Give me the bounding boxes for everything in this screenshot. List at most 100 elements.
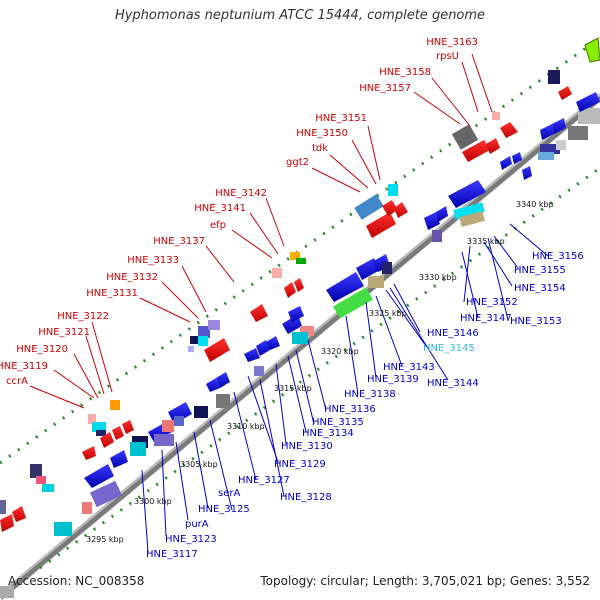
gene-arrow[interactable]: [584, 37, 600, 63]
gene-arrow[interactable]: [512, 152, 522, 164]
gene-arrow[interactable]: [110, 450, 128, 468]
gene-arrow[interactable]: [366, 212, 396, 238]
gene-label[interactable]: HNE_3152: [466, 297, 518, 308]
gene-box[interactable]: [208, 320, 220, 330]
gene-label[interactable]: serA: [218, 488, 240, 499]
gene-box[interactable]: [110, 400, 120, 410]
gene-box[interactable]: [254, 366, 264, 376]
gene-box[interactable]: [333, 287, 373, 319]
gene-label[interactable]: HNE_3150: [296, 128, 348, 139]
gene-label[interactable]: HNE_3130: [281, 441, 333, 452]
gene-arrow[interactable]: [0, 514, 14, 532]
gene-label[interactable]: ccrA: [6, 376, 28, 387]
gene-box[interactable]: [89, 480, 123, 508]
gene-label[interactable]: HNE_3144: [427, 378, 479, 389]
gene-box[interactable]: [174, 416, 184, 426]
gene-arrow[interactable]: [284, 282, 296, 298]
gene-arrow[interactable]: [84, 464, 114, 488]
gene-arrow[interactable]: [266, 336, 280, 350]
gene-label[interactable]: HNE_3120: [16, 344, 68, 355]
gene-label[interactable]: HNE_3136: [324, 404, 376, 415]
gene-arrow[interactable]: [394, 202, 408, 218]
gene-box[interactable]: [0, 586, 14, 598]
gene-label[interactable]: HNE_3139: [367, 374, 419, 385]
gene-arrow[interactable]: [82, 446, 96, 460]
gene-label[interactable]: HNE_3125: [198, 504, 250, 515]
gene-arrow[interactable]: [216, 372, 230, 388]
gene-label[interactable]: HNE_3128: [280, 492, 332, 503]
gene-arrow[interactable]: [326, 272, 364, 302]
gene-box[interactable]: [54, 522, 72, 536]
gene-arrow[interactable]: [500, 122, 518, 138]
gene-box[interactable]: [216, 394, 230, 408]
gene-label[interactable]: HNE_3119: [0, 361, 48, 372]
gene-arrow[interactable]: [288, 306, 304, 322]
gene-label[interactable]: HNE_3132: [106, 272, 158, 283]
gene-label[interactable]: rpsU: [436, 51, 459, 62]
gene-label[interactable]: HNE_3153: [510, 316, 562, 327]
gene-label[interactable]: HNE_3134: [302, 428, 354, 439]
gene-label[interactable]: HNE_3127: [238, 475, 290, 486]
gene-box[interactable]: [88, 414, 96, 424]
gene-box[interactable]: [556, 140, 566, 150]
gene-label[interactable]: HNE_3147: [460, 313, 512, 324]
gene-box[interactable]: [154, 434, 174, 446]
gene-label[interactable]: HNE_3154: [514, 283, 566, 294]
gene-label[interactable]: HNE_3158: [379, 67, 431, 78]
gene-box[interactable]: [451, 124, 479, 150]
gene-arrow[interactable]: [204, 338, 230, 362]
gene-label[interactable]: ggt2: [286, 157, 309, 168]
gene-label[interactable]: HNE_3131: [86, 288, 138, 299]
gene-arrow[interactable]: [486, 138, 500, 154]
gene-box[interactable]: [82, 502, 92, 514]
gene-arrow[interactable]: [552, 118, 566, 134]
gene-box[interactable]: [292, 332, 308, 344]
gene-box[interactable]: [188, 346, 194, 352]
gene-box[interactable]: [540, 144, 560, 154]
gene-label[interactable]: efp: [210, 220, 226, 231]
gene-arrow[interactable]: [576, 92, 600, 112]
gene-arrow[interactable]: [12, 506, 26, 522]
gene-label[interactable]: HNE_3117: [146, 549, 198, 560]
gene-label[interactable]: HNE_3133: [127, 255, 179, 266]
gene-box[interactable]: [272, 268, 282, 278]
gene-arrow[interactable]: [100, 432, 114, 448]
gene-box[interactable]: [194, 406, 208, 418]
gene-box[interactable]: [432, 230, 442, 242]
gene-arrow[interactable]: [436, 206, 448, 222]
gene-box[interactable]: [0, 500, 6, 514]
gene-label[interactable]: HNE_3155: [514, 265, 566, 276]
gene-box[interactable]: [36, 476, 46, 484]
gene-arrow[interactable]: [112, 426, 124, 440]
gene-box[interactable]: [368, 276, 384, 288]
gene-arrow[interactable]: [522, 166, 532, 180]
gene-box[interactable]: [96, 430, 106, 436]
gene-box[interactable]: [130, 442, 146, 456]
gene-label[interactable]: HNE_3143: [383, 362, 435, 373]
gene-box[interactable]: [198, 336, 208, 346]
gene-label[interactable]: HNE_3157: [359, 83, 411, 94]
gene-label[interactable]: HNE_3138: [344, 389, 396, 400]
gene-box[interactable]: [453, 202, 485, 220]
gene-box[interactable]: [354, 194, 384, 220]
gene-arrow[interactable]: [256, 340, 270, 356]
gene-arrow[interactable]: [206, 378, 220, 392]
gene-arrow[interactable]: [448, 180, 486, 208]
gene-label[interactable]: HNE_3122: [57, 311, 109, 322]
gene-box[interactable]: [459, 211, 485, 227]
gene-label[interactable]: HNE_3151: [315, 113, 367, 124]
gene-arrow[interactable]: [558, 86, 572, 100]
gene-label[interactable]: HNE_3156: [532, 251, 584, 262]
gene-label[interactable]: HNE_3163: [426, 37, 478, 48]
gene-arrow[interactable]: [540, 124, 554, 140]
gene-label[interactable]: HNE_3137: [153, 236, 205, 247]
gene-label[interactable]: HNE_3135: [312, 417, 364, 428]
gene-box[interactable]: [92, 422, 106, 432]
gene-arrow[interactable]: [250, 304, 268, 322]
gene-arrow[interactable]: [424, 212, 440, 230]
gene-label[interactable]: tdk: [312, 143, 328, 154]
gene-box[interactable]: [42, 484, 54, 492]
gene-box[interactable]: [548, 70, 560, 84]
gene-box[interactable]: [198, 326, 210, 338]
gene-arrow[interactable]: [500, 156, 512, 170]
